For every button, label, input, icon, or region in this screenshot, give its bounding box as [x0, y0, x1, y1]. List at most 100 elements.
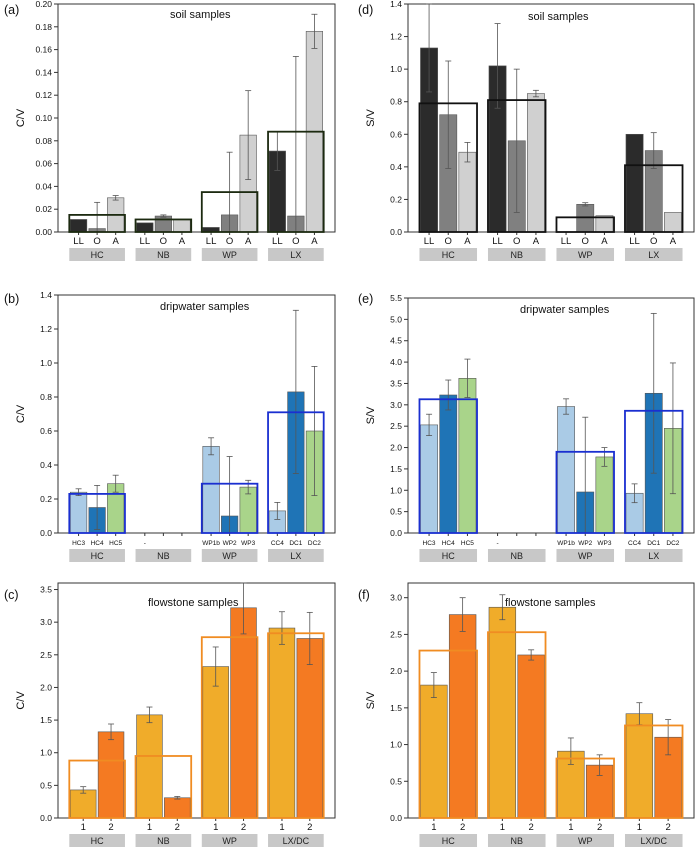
group-label-box	[419, 834, 478, 847]
group-label: WP	[578, 836, 593, 846]
bar	[420, 424, 438, 534]
bar	[488, 606, 517, 819]
group-label-box	[69, 248, 125, 261]
y-tick-label: 0.5	[390, 776, 402, 786]
x-tick-label: 1	[81, 822, 86, 833]
y-axis-label: C/V	[15, 691, 27, 710]
group-label-box	[624, 248, 683, 261]
group-label: HC	[91, 836, 104, 846]
y-tick-label: 0.4	[390, 162, 402, 172]
x-tick-label: WP3	[241, 540, 255, 547]
y-tick-label: 0.18	[35, 22, 52, 32]
plot-frame	[57, 294, 336, 534]
x-tick-label: O	[582, 236, 589, 247]
y-tick-label: 2.0	[390, 666, 402, 676]
group-label-box	[201, 834, 258, 847]
group-label-box	[556, 549, 615, 562]
y-tick-label: 1.5	[390, 703, 402, 713]
bar	[164, 797, 191, 819]
y-tick-label: 3.0	[390, 400, 402, 410]
group-label-box	[135, 248, 192, 261]
chart-a: 0.00 0.02 0.04 0.06 0.08 0.10 0.12 0.14 0.16 0.18…	[4, 0, 336, 261]
group-label: HC	[91, 250, 104, 260]
bar	[458, 151, 477, 233]
y-axis-label: S/V	[365, 406, 377, 424]
group-label: WP	[578, 551, 593, 561]
bar	[136, 222, 154, 233]
x-tick-label: A	[670, 236, 677, 247]
x-tick-label: HC4	[91, 540, 104, 547]
chart-b: 0.0 0.2 0.4 0.6 0.8 1.0 1.2 1.4 C/V dripwater sam…	[4, 290, 336, 562]
bar	[202, 666, 229, 819]
x-tick-label: CC4	[628, 540, 641, 547]
mean-box	[418, 649, 478, 819]
group-label: NB	[157, 836, 170, 846]
y-tick-label: 1.0	[390, 740, 402, 750]
y-tick-label: 0.0	[390, 227, 402, 237]
panel-label: (a)	[4, 3, 19, 17]
y-tick-label: 1.4	[40, 290, 52, 300]
x-tick-label: A	[464, 236, 471, 247]
x-tick-label: O	[445, 236, 452, 247]
panel-label: (b)	[4, 292, 19, 306]
group-label-box	[487, 248, 546, 261]
panel-label: (e)	[358, 292, 373, 306]
x-tick-label: DC2	[666, 540, 679, 547]
chart-title: soil samples	[528, 11, 589, 23]
x-tick-label: HC3	[423, 540, 436, 547]
group-label: HC	[442, 250, 455, 260]
mean-box	[134, 755, 193, 819]
x-tick-label: O	[292, 236, 299, 247]
y-tick-label: 0.08	[35, 136, 52, 146]
x-tick-label: DC1	[647, 540, 660, 547]
group-label: HC	[442, 551, 455, 561]
x-tick-label: 1	[431, 822, 436, 833]
y-tick-label: 0.5	[40, 780, 52, 790]
mean-box	[555, 450, 615, 534]
x-tick-label: 2	[307, 822, 312, 833]
y-tick-label: 3.5	[390, 378, 402, 388]
plot-frame	[57, 3, 336, 233]
x-tick-label: LL	[629, 236, 640, 247]
bar	[97, 731, 125, 819]
plot-frame	[407, 582, 695, 819]
bar	[202, 445, 220, 534]
group-label-box	[419, 248, 478, 261]
y-tick-label: 2.0	[390, 443, 402, 453]
y-tick-label: 5.5	[390, 293, 402, 303]
x-tick-label: 1	[568, 822, 573, 833]
bar	[70, 491, 88, 534]
mean-box	[134, 218, 193, 233]
x-tick-label: O	[160, 236, 167, 247]
y-tick-label: 0.02	[35, 204, 52, 214]
chart-e: 0.0 0.5 1.0 1.5 2.0 2.5 3.0 3.5 4.0 4.5 5.0 5.5 S/V d…	[358, 292, 695, 562]
x-tick-label: HC5	[109, 540, 122, 547]
y-axis-label: S/V	[365, 108, 377, 126]
mean-box	[200, 191, 259, 233]
group-label: LX	[648, 250, 659, 260]
bar	[230, 607, 257, 819]
group-label: NB	[157, 551, 170, 561]
chart-title: dripwater samples	[520, 304, 610, 316]
bar	[448, 614, 477, 819]
group-label: NB	[510, 836, 523, 846]
group-label: NB	[510, 551, 523, 561]
x-tick-label: HC4	[442, 540, 455, 547]
x-tick-label: LL	[561, 236, 572, 247]
chart-d: 0.0 0.2 0.4 0.6 0.8 1.0 1.2 1.4 S/V soil samples (…	[358, 0, 695, 261]
y-tick-label: 2.5	[390, 421, 402, 431]
mean-box	[200, 482, 259, 534]
y-tick-label: 0.6	[40, 426, 52, 436]
group-label-box	[135, 549, 192, 562]
x-tick-label: A	[533, 236, 540, 247]
mean-box	[624, 164, 684, 233]
bar	[517, 654, 545, 819]
group-label: NB	[510, 250, 523, 260]
group-label: HC	[91, 551, 104, 561]
x-tick-label: -	[496, 540, 498, 547]
x-tick-label: 2	[175, 822, 180, 833]
panel-label: (d)	[358, 3, 373, 17]
y-tick-label: 4.5	[390, 336, 402, 346]
plot-frame	[407, 297, 695, 534]
bar	[136, 714, 163, 819]
